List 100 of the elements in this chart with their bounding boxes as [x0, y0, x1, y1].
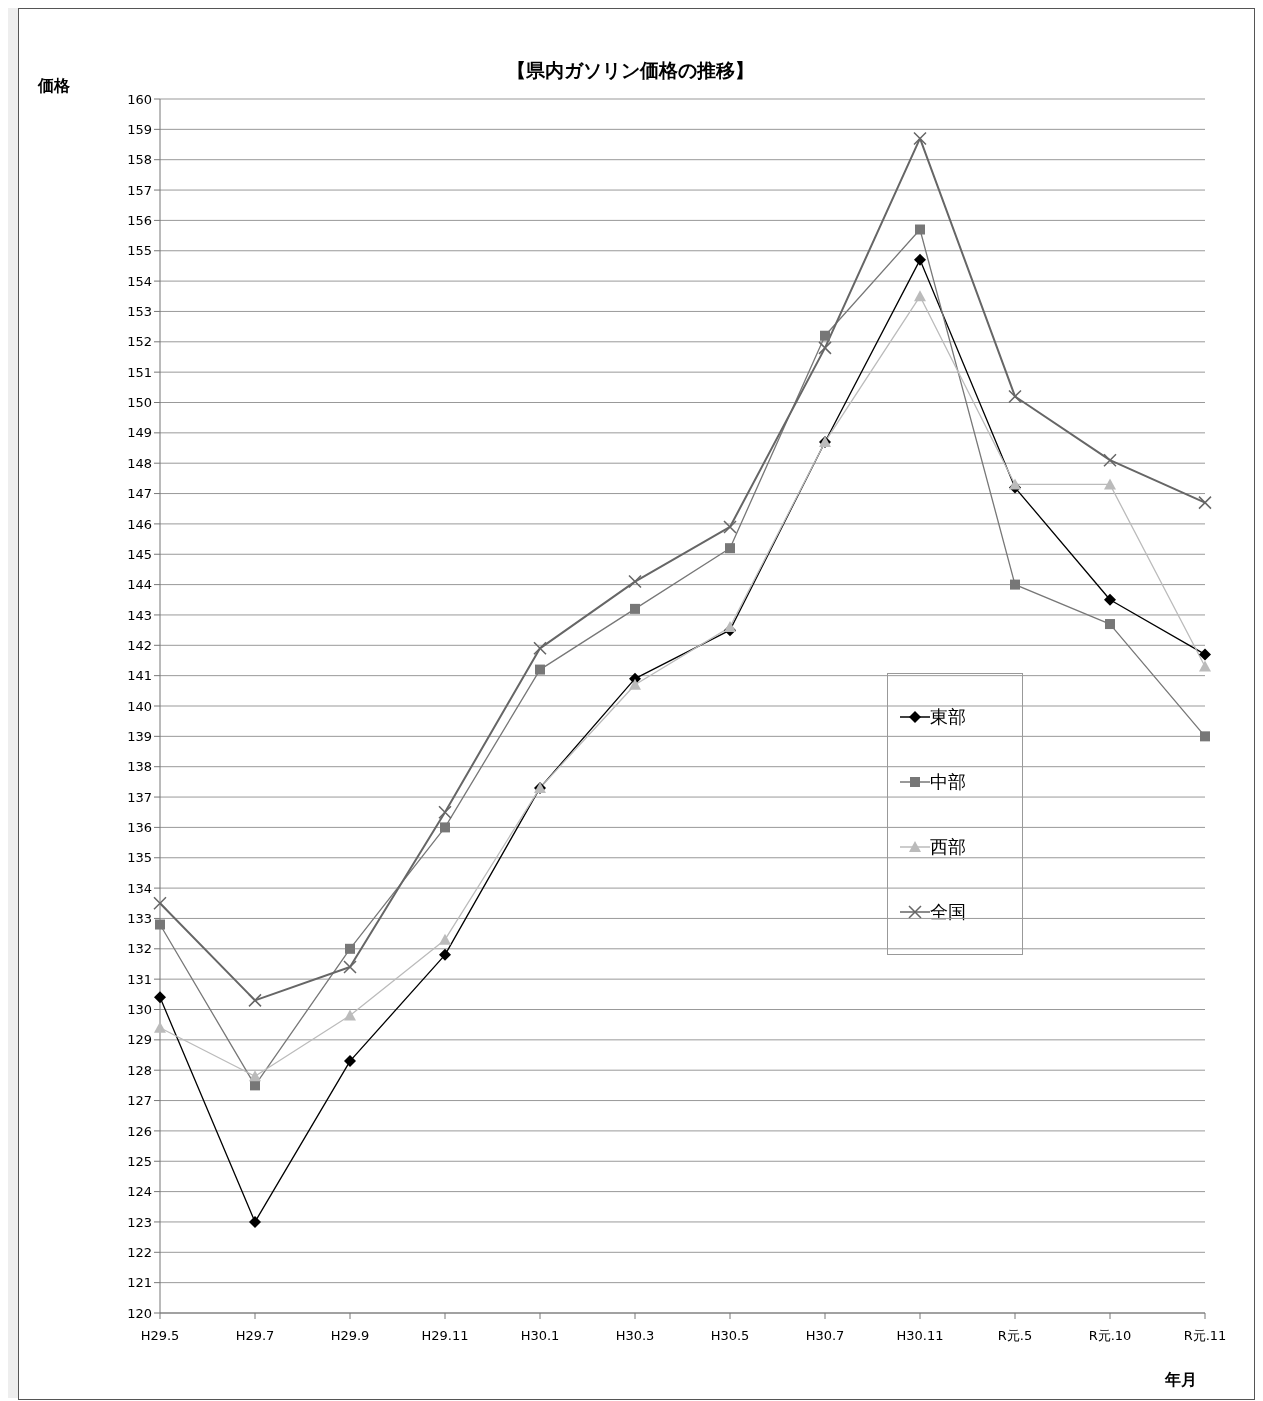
- point: [343, 960, 357, 974]
- point: [1199, 660, 1211, 672]
- y-tick-label: 150: [127, 395, 152, 411]
- x-tick-label: H29.11: [421, 1328, 469, 1344]
- y-tick-label: 127: [127, 1093, 152, 1109]
- point: [725, 543, 735, 554]
- y-tick-label: 145: [127, 546, 152, 562]
- y-tick-label: 120: [127, 1305, 152, 1321]
- x-tick-label: R元.10: [1088, 1328, 1132, 1344]
- point: [724, 621, 736, 633]
- point: [248, 993, 262, 1008]
- x-tick-label: H30.3: [615, 1328, 655, 1344]
- point: [723, 520, 737, 534]
- point: [630, 603, 640, 614]
- point: [535, 664, 545, 675]
- point: [1010, 579, 1020, 590]
- y-tick-label: 134: [127, 880, 152, 896]
- legend-label: 全国: [930, 899, 966, 924]
- y-tick-label: 140: [127, 698, 152, 714]
- y-tick-label: 144: [127, 577, 152, 593]
- point: [629, 678, 641, 690]
- point: [440, 822, 450, 833]
- point: [154, 991, 166, 1004]
- x-tick-label: R元.11: [1183, 1328, 1227, 1344]
- point: [249, 1070, 261, 1082]
- y-tick-label: 146: [127, 516, 152, 532]
- x-tick-label: H30.1: [520, 1328, 560, 1344]
- y-tick-label: 159: [127, 121, 152, 137]
- y-tick-label: 124: [127, 1184, 152, 1200]
- legend-label: 中部: [930, 769, 966, 794]
- y-tick-label: 149: [127, 425, 152, 441]
- y-tick-label: 122: [127, 1244, 152, 1260]
- y-tick-label: 138: [127, 759, 152, 775]
- point: [915, 224, 925, 235]
- y-tick-label: 160: [127, 91, 152, 107]
- point: [1103, 453, 1117, 467]
- y-tick-label: 131: [127, 971, 152, 987]
- point: [914, 290, 926, 302]
- x-tick-label: H29.7: [235, 1328, 275, 1344]
- y-axis-title: 価格: [38, 76, 70, 97]
- point: [1198, 495, 1212, 510]
- chart-title: 【県内ガソリン価格の推移】: [507, 59, 754, 81]
- y-tick-label: 129: [127, 1032, 152, 1048]
- x-axis-title: 年月: [1164, 1370, 1197, 1389]
- legend-label: 西部: [930, 834, 966, 859]
- y-tick-label: 133: [127, 911, 152, 927]
- point: [439, 933, 451, 945]
- y-tick-label: 154: [127, 273, 152, 289]
- y-tick-label: 126: [127, 1123, 152, 1139]
- y-tick-label: 141: [127, 668, 152, 684]
- y-tick-label: 121: [127, 1275, 152, 1291]
- point: [155, 919, 165, 930]
- y-tick-label: 123: [127, 1214, 152, 1230]
- y-tick-label: 137: [127, 789, 152, 805]
- point: [820, 330, 830, 341]
- point: [1009, 478, 1021, 490]
- point: [439, 948, 451, 961]
- y-tick-label: 136: [127, 820, 152, 836]
- x-tick-label: R元.5: [997, 1328, 1033, 1344]
- point: [344, 1055, 356, 1068]
- x-tick-label: H29.9: [330, 1328, 370, 1344]
- y-tick-label: 130: [127, 1002, 152, 1018]
- y-tick-label: 157: [127, 182, 152, 198]
- y-tick-label: 151: [127, 364, 152, 380]
- point: [250, 1080, 260, 1091]
- y-tick-label: 158: [127, 152, 152, 168]
- point: [913, 131, 927, 146]
- point: [1104, 478, 1116, 490]
- x-tick-label: H30.5: [710, 1328, 750, 1344]
- y-tick-label: 142: [127, 637, 152, 653]
- point: [533, 641, 547, 656]
- point: [1200, 731, 1210, 742]
- y-tick-label: 147: [127, 486, 152, 502]
- point: [345, 943, 355, 954]
- point: [153, 896, 167, 911]
- y-tick-label: 135: [127, 850, 152, 866]
- y-tick-label: 155: [127, 243, 152, 259]
- y-tick-label: 156: [127, 213, 152, 229]
- point: [628, 574, 642, 589]
- point: [1199, 648, 1211, 661]
- y-tick-label: 152: [127, 334, 152, 350]
- x-tick-label: H30.11: [896, 1328, 944, 1344]
- point: [1105, 619, 1115, 630]
- x-tick-label: H29.5: [140, 1328, 180, 1344]
- y-tick-label: 139: [127, 728, 152, 744]
- y-tick-label: 148: [127, 455, 152, 471]
- y-tick-label: 128: [127, 1062, 152, 1078]
- point: [249, 1215, 261, 1228]
- x-tick-label: H30.7: [805, 1328, 845, 1344]
- y-tick-label: 153: [127, 304, 152, 320]
- point: [344, 1009, 356, 1021]
- y-tick-label: 132: [127, 941, 152, 957]
- legend-label: 東部: [930, 704, 966, 729]
- point: [1008, 389, 1022, 404]
- y-tick-label: 143: [127, 607, 152, 623]
- point: [818, 341, 832, 355]
- y-tick-label: 125: [127, 1153, 152, 1169]
- point: [914, 253, 926, 266]
- point: [1104, 593, 1116, 606]
- point: [438, 805, 452, 819]
